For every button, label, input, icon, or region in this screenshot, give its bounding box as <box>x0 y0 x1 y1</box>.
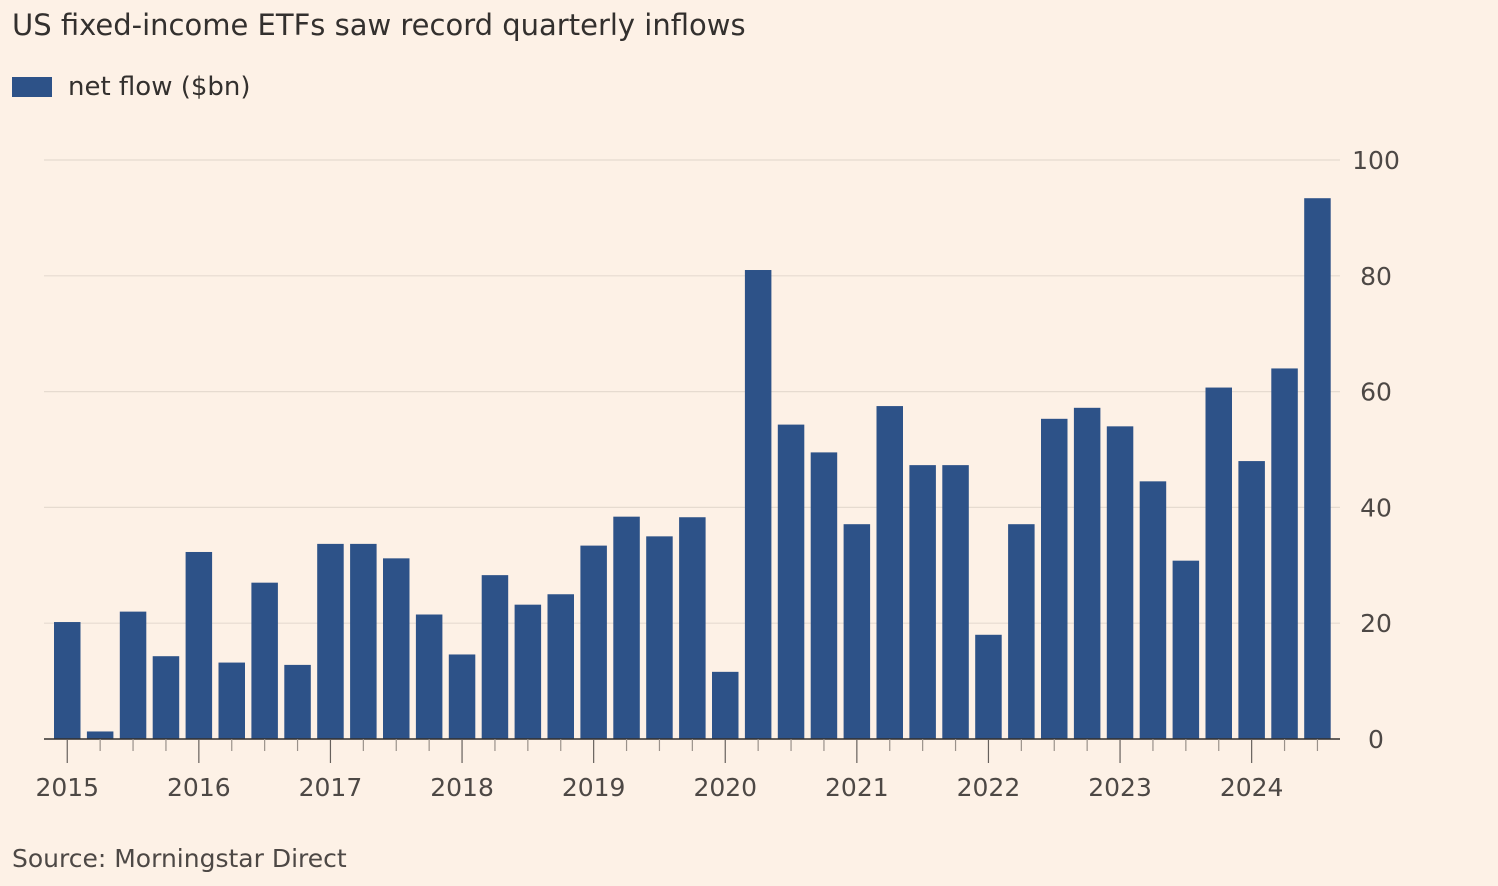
y-axis: 0 20 40 60 80 100 <box>1352 146 1400 754</box>
legend: net flow ($bn) <box>12 72 251 102</box>
bar <box>54 622 81 739</box>
bar <box>284 664 311 739</box>
x-tick-label: 2020 <box>693 773 757 802</box>
bar <box>251 582 278 739</box>
x-tick-label: 2016 <box>167 773 231 802</box>
bar <box>744 270 772 739</box>
legend-swatch <box>12 77 52 97</box>
bar <box>415 614 443 739</box>
y-tick-label: 80 <box>1360 262 1392 291</box>
x-tick-label: 2024 <box>1220 773 1284 802</box>
y-tick-label: 0 <box>1368 725 1384 754</box>
bar <box>679 517 706 739</box>
bar <box>119 611 147 739</box>
x-tick-label: 2023 <box>1088 773 1152 802</box>
bars <box>54 198 1331 739</box>
x-tick-label: 2022 <box>957 773 1021 802</box>
bar <box>383 558 410 739</box>
bar <box>1139 481 1167 739</box>
y-tick-label: 20 <box>1360 609 1392 638</box>
bar <box>514 604 542 739</box>
bar <box>942 465 969 739</box>
y-tick-label: 40 <box>1360 493 1392 522</box>
bar <box>1271 368 1298 739</box>
bar <box>1106 426 1134 739</box>
y-tick-label: 100 <box>1352 146 1400 175</box>
bar <box>580 545 607 739</box>
bar <box>152 656 180 739</box>
x-tick-label: 2015 <box>35 773 99 802</box>
bar <box>777 424 805 739</box>
source-note: Source: Morningstar Direct <box>12 844 347 873</box>
bar <box>1304 198 1331 739</box>
bar <box>1205 387 1232 739</box>
bar <box>646 536 673 739</box>
bar <box>317 543 344 739</box>
bar <box>448 654 476 739</box>
x-tick-label: 2018 <box>430 773 494 802</box>
bar <box>86 731 114 739</box>
bar <box>1073 407 1101 739</box>
bar <box>843 524 871 739</box>
bar <box>1238 461 1265 739</box>
y-tick-label: 60 <box>1360 378 1392 407</box>
bar <box>350 543 377 739</box>
bar <box>876 406 903 739</box>
bar <box>712 671 739 739</box>
bar <box>1008 524 1035 739</box>
bar <box>481 575 509 739</box>
x-tick-label: 2017 <box>299 773 363 802</box>
bar <box>547 594 574 739</box>
bar <box>810 452 838 739</box>
bar <box>218 662 245 739</box>
bar <box>909 465 936 739</box>
bar <box>1172 560 1200 739</box>
x-axis: 2015 2016 2017 2018 2019 2020 2021 2022 2023 2024 <box>35 738 1340 802</box>
bar <box>613 516 640 739</box>
bar <box>185 551 213 739</box>
bar <box>1041 418 1068 739</box>
x-tick-label: 2019 <box>562 773 626 802</box>
bar <box>975 634 1002 739</box>
legend-label: net flow ($bn) <box>68 72 251 102</box>
x-tick-label: 2021 <box>825 773 889 802</box>
chart-title: US fixed-income ETFs saw record quarterl… <box>12 8 746 42</box>
